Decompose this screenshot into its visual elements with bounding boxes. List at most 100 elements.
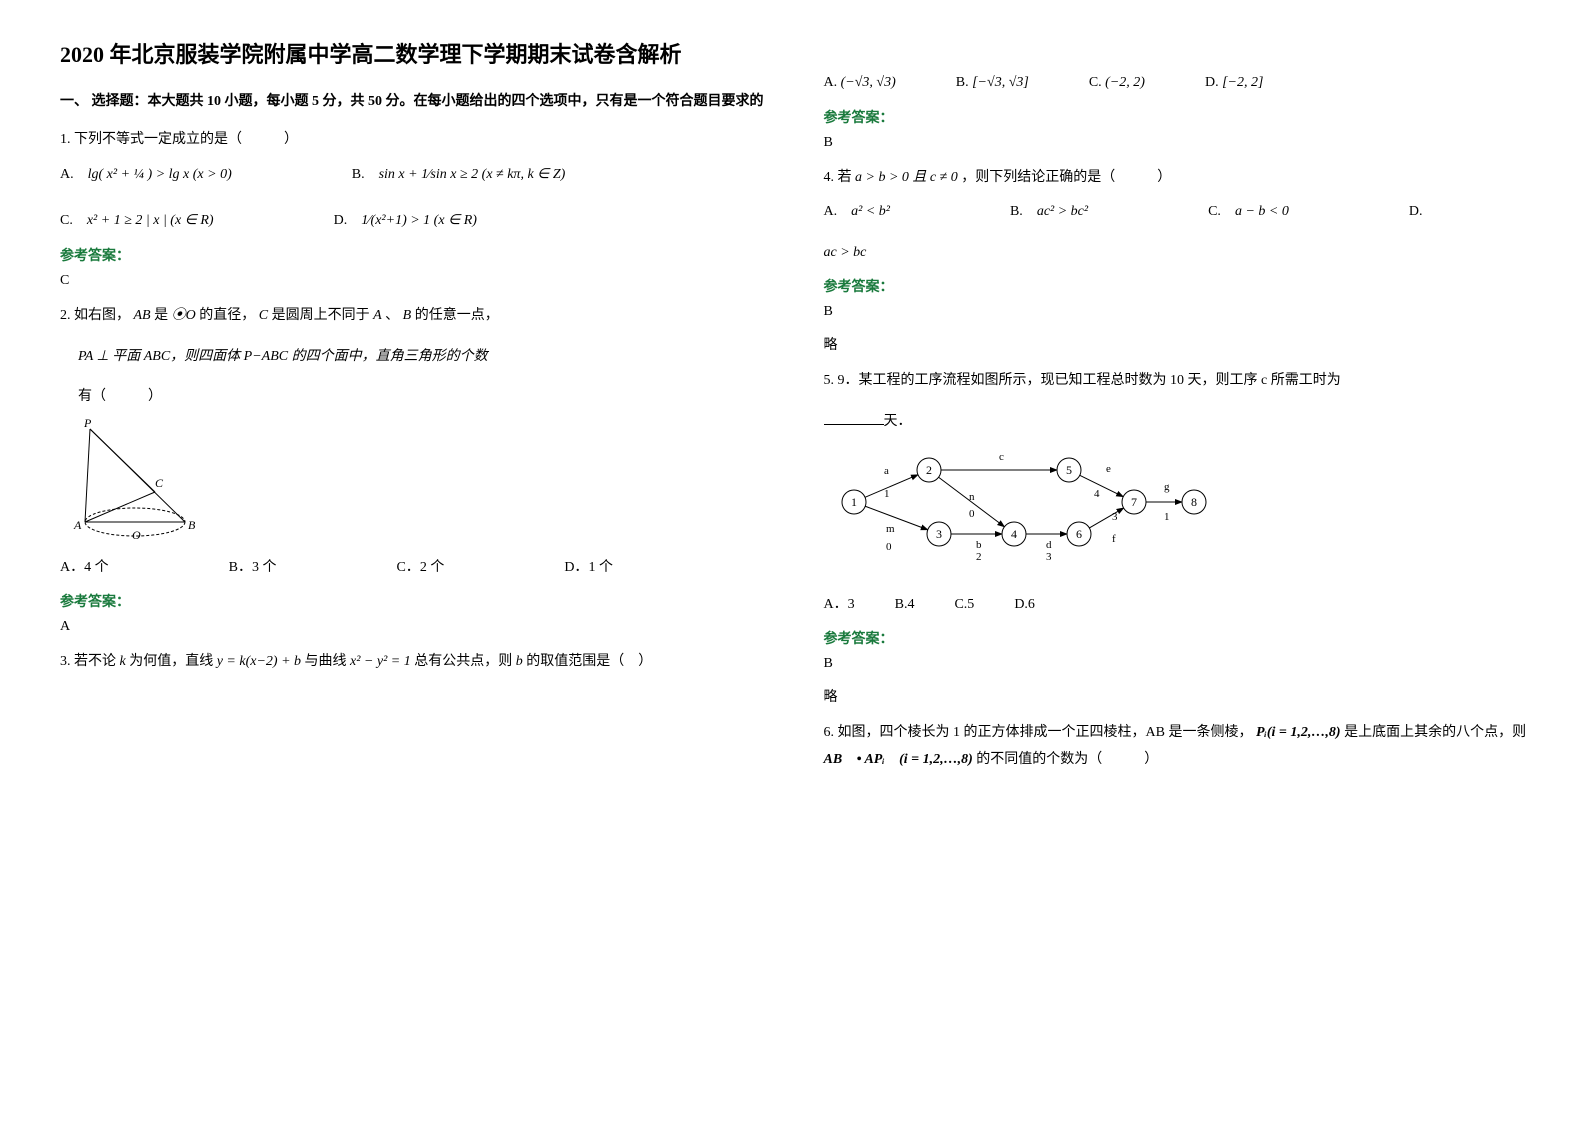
q2-answer: A xyxy=(60,619,764,635)
q6-stem: 6. 如图，四个棱长为 1 的正方体排成一个正四棱柱，AB 是一条侧棱， Pᵢ(… xyxy=(824,720,1528,773)
q5-flow-diagram: a1m0cn0b2d3e4f3g112345678 xyxy=(824,442,1224,572)
opt-label: D. xyxy=(334,213,362,228)
svg-text:C: C xyxy=(155,476,164,490)
t: k xyxy=(120,654,126,669)
q2-option-d: D．1 个 xyxy=(564,555,613,582)
opt-math: sin x + 1⁄sin x ≥ 2 (x ≠ kπ, k ∈ Z) xyxy=(379,167,566,182)
t: [−√3, √3] xyxy=(972,75,1029,90)
t: A. xyxy=(824,75,838,90)
svg-text:f: f xyxy=(1112,533,1116,545)
t: C xyxy=(259,308,268,323)
section-1-heading: 一、 选择题：本大题共 10 小题，每小题 5 分，共 50 分。在每小题给出的… xyxy=(60,91,764,113)
svg-text:2: 2 xyxy=(926,463,932,477)
opt-math: lg( x² + ¼ ) > lg x (x > 0) xyxy=(88,167,232,182)
t: 4 个 xyxy=(84,560,109,575)
exam-title: 2020 年北京服装学院附属中学高二数学理下学期期末试卷含解析 xyxy=(60,40,764,71)
t: 天． xyxy=(884,414,912,429)
t: (−√3, √3) xyxy=(841,75,896,90)
t: 、 xyxy=(385,308,399,323)
t: 6. 如图，四个棱长为 1 的正方体排成一个正四棱柱，AB 是一条侧棱， xyxy=(824,725,1253,740)
q5-option-b: B.4 xyxy=(895,592,915,619)
q4-option-c: C. a − b < 0 xyxy=(1208,199,1289,226)
q1-option-b: B. sin x + 1⁄sin x ≥ 2 (x ≠ kπ, k ∈ Z) xyxy=(352,162,566,189)
t: PA ⊥ 平面 ABC，则四面体 P−ABC 的四个面中，直角三角形的个数 xyxy=(78,349,488,364)
q2-options: A．4 个 B．3 个 C．2 个 D．1 个 xyxy=(60,555,764,582)
q5-option-a: A．3 xyxy=(824,592,855,619)
t: a > b > 0 且 c ≠ 0 xyxy=(855,170,958,185)
t: D. xyxy=(1205,75,1219,90)
q1-options: A. lg( x² + ¼ ) > lg x (x > 0) B. sin x … xyxy=(60,162,764,235)
q5-note: 略 xyxy=(824,686,1528,706)
q5-answer-label: 参考答案： xyxy=(824,628,1528,648)
opt-label: B. xyxy=(352,167,379,182)
t: A xyxy=(373,308,382,323)
q1-option-a: A. lg( x² + ¼ ) > lg x (x > 0) xyxy=(60,162,232,189)
q4-answer-label: 参考答案： xyxy=(824,276,1528,296)
t: 的直径， xyxy=(199,308,255,323)
t: 与曲线 xyxy=(305,654,351,669)
svg-text:3: 3 xyxy=(1112,511,1118,523)
t: D． xyxy=(564,560,588,575)
t: 总有公共点，则 xyxy=(414,654,516,669)
q5-option-c: C.5 xyxy=(954,592,974,619)
q3-option-d: D. [−2, 2] xyxy=(1205,70,1263,97)
q2-option-a: A．4 个 xyxy=(60,555,109,582)
q3-options: A. (−√3, √3) B. [−√3, √3] C. (−2, 2) D. … xyxy=(824,70,1528,97)
t: [−2, 2] xyxy=(1222,75,1263,90)
t: ⦿O xyxy=(172,308,196,323)
t: B. xyxy=(1010,204,1037,219)
q5-answer: B xyxy=(824,656,1528,672)
svg-text:g: g xyxy=(1164,481,1170,493)
svg-text:m: m xyxy=(886,523,895,535)
t: D. xyxy=(1409,204,1423,219)
t: C. xyxy=(1089,75,1102,90)
svg-text:6: 6 xyxy=(1076,527,1082,541)
q4-answer: B xyxy=(824,304,1528,320)
svg-text:7: 7 xyxy=(1131,495,1137,509)
svg-text:c: c xyxy=(999,451,1004,463)
t: A． xyxy=(60,560,84,575)
svg-text:a: a xyxy=(884,465,889,477)
q3-answer: B xyxy=(824,135,1528,151)
q3-option-a: A. (−√3, √3) xyxy=(824,70,896,97)
svg-text:O: O xyxy=(132,528,141,542)
t: 3 个 xyxy=(252,560,277,575)
q4-option-d-text: ac > bc xyxy=(824,240,1528,267)
svg-text:A: A xyxy=(73,518,82,532)
q5-options: A．3 B.4 C.5 D.6 xyxy=(824,592,1528,619)
fill-blank xyxy=(824,410,884,425)
svg-text:5: 5 xyxy=(1066,463,1072,477)
svg-text:3: 3 xyxy=(936,527,942,541)
svg-text:8: 8 xyxy=(1191,495,1197,509)
svg-text:1: 1 xyxy=(1164,511,1170,523)
t: C． xyxy=(396,560,419,575)
t: (−2, 2) xyxy=(1105,75,1145,90)
t: B． xyxy=(229,560,252,575)
q1-answer-label: 参考答案： xyxy=(60,245,764,265)
q2-stem-line1: 2. 如右图， AB 是 ⦿O 的直径， C 是圆周上不同于 A 、 B 的任意… xyxy=(60,303,764,330)
svg-text:b: b xyxy=(976,539,982,551)
right-column: A. (−√3, √3) B. [−√3, √3] C. (−2, 2) D. … xyxy=(824,40,1528,779)
t: AB xyxy=(134,308,151,323)
q3-option-c: C. (−2, 2) xyxy=(1089,70,1145,97)
svg-text:4: 4 xyxy=(1094,488,1100,500)
t: B. xyxy=(956,75,969,90)
q4-options: A. a² < b² B. ac² > bc² C. a − b < 0 D. xyxy=(824,199,1528,226)
t: a² < b² xyxy=(851,204,890,219)
opt-math: x² + 1 ≥ 2 | x | (x ∈ R) xyxy=(87,213,214,228)
t: 3. 若不论 xyxy=(60,654,120,669)
t: ac² > bc² xyxy=(1037,204,1088,219)
q3-option-b: B. [−√3, √3] xyxy=(956,70,1029,97)
q2-option-c: C．2 个 xyxy=(396,555,444,582)
t: B xyxy=(403,308,412,323)
t: C. xyxy=(1208,204,1235,219)
q1-option-d: D. 1⁄(x²+1) > 1 (x ∈ R) xyxy=(334,208,477,235)
q2-answer-label: 参考答案： xyxy=(60,591,764,611)
svg-text:1: 1 xyxy=(851,495,857,509)
t: AB⃗ • APᵢ⃗ (i = 1,2,…,8) xyxy=(824,752,973,767)
t: A. xyxy=(824,204,852,219)
svg-text:B: B xyxy=(188,518,196,532)
svg-text:0: 0 xyxy=(969,508,975,520)
q1-option-c: C. x² + 1 ≥ 2 | x | (x ∈ R) xyxy=(60,208,214,235)
q5-option-d: D.6 xyxy=(1014,592,1035,619)
